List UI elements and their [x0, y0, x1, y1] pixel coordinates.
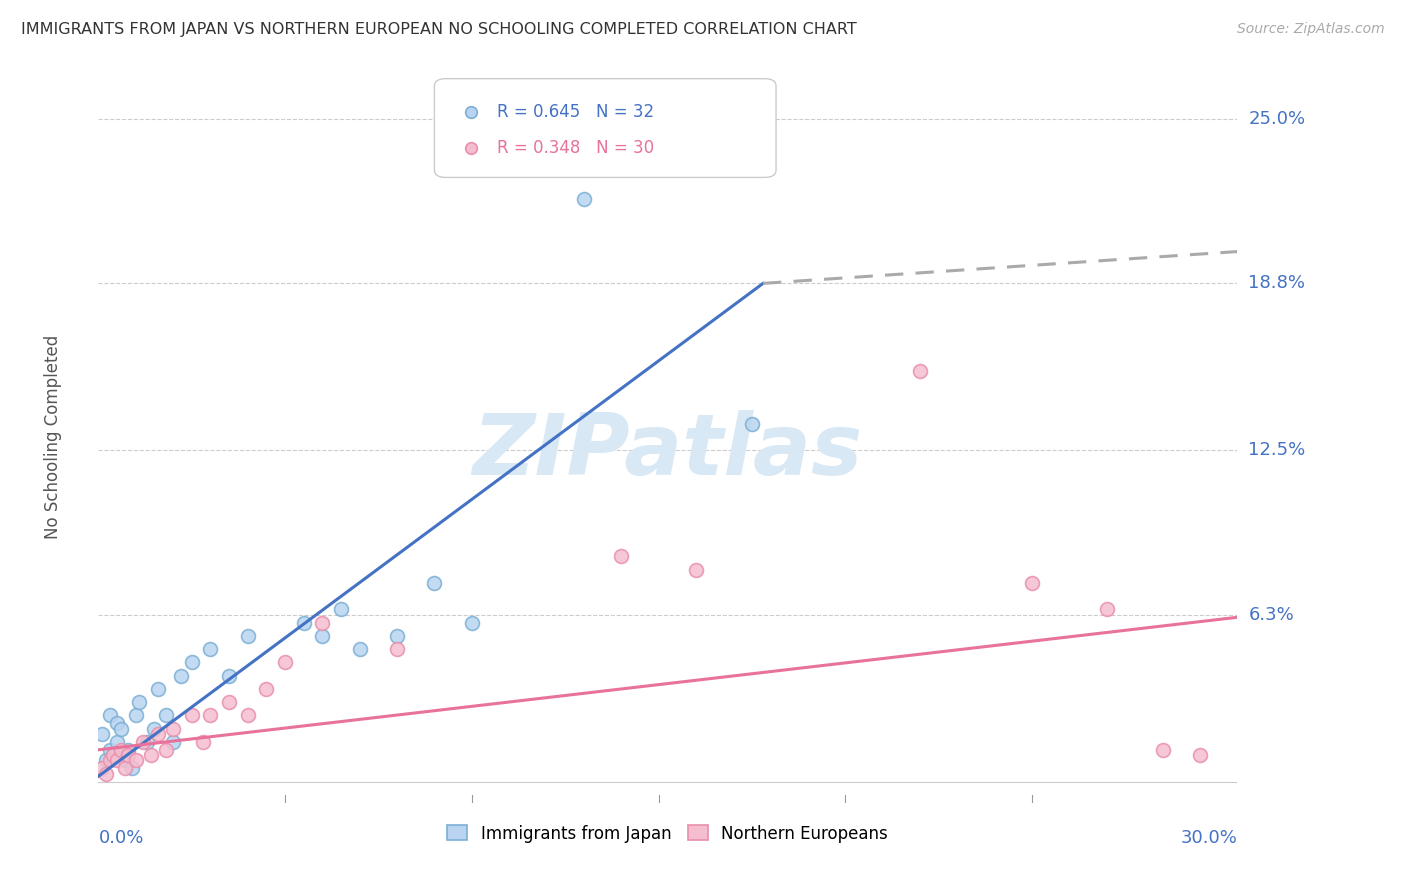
Point [1095, 602, 1118, 616]
Text: 18.8%: 18.8% [1249, 275, 1306, 293]
Point [385, 629, 408, 643]
Point [94, 766, 117, 780]
Point [146, 681, 169, 696]
Point [114, 753, 136, 767]
Point [423, 575, 446, 590]
Point [117, 748, 139, 763]
Point [114, 761, 136, 775]
Text: 12.5%: 12.5% [1249, 442, 1306, 459]
Point [236, 629, 259, 643]
Point [110, 722, 132, 736]
Point [155, 743, 177, 757]
Text: 25.0%: 25.0% [1249, 110, 1306, 128]
Point [218, 668, 240, 682]
Point [105, 716, 128, 731]
Point [103, 748, 125, 763]
Point [139, 748, 162, 763]
Point [349, 642, 371, 657]
Point [98, 753, 121, 767]
Point [180, 708, 202, 723]
Point [311, 629, 333, 643]
Point [110, 743, 132, 757]
Point [200, 708, 222, 723]
Point [256, 681, 278, 696]
Point [169, 668, 191, 682]
FancyBboxPatch shape [434, 78, 776, 178]
Point [236, 708, 259, 723]
Point [572, 192, 595, 206]
Legend: Immigrants from Japan, Northern Europeans: Immigrants from Japan, Northern European… [441, 818, 894, 849]
Point [91, 727, 114, 741]
Point [105, 735, 128, 749]
Point [117, 743, 139, 757]
Point [1021, 575, 1043, 590]
Point [180, 656, 202, 670]
Text: 30.0%: 30.0% [1181, 830, 1237, 847]
Text: 0.0%: 0.0% [98, 830, 143, 847]
Text: R = 0.348   N = 30: R = 0.348 N = 30 [498, 139, 654, 157]
Point [136, 735, 159, 749]
Point [146, 727, 169, 741]
Point [274, 656, 297, 670]
Point [741, 417, 763, 431]
Point [128, 695, 150, 709]
Point [98, 708, 121, 723]
Point [94, 753, 117, 767]
Point [191, 735, 214, 749]
Point [292, 615, 315, 630]
Text: IMMIGRANTS FROM JAPAN VS NORTHERN EUROPEAN NO SCHOOLING COMPLETED CORRELATION CH: IMMIGRANTS FROM JAPAN VS NORTHERN EUROPE… [21, 22, 856, 37]
Text: ZIPatlas: ZIPatlas [472, 410, 863, 493]
Point [162, 722, 184, 736]
Point [218, 695, 240, 709]
Point [385, 642, 408, 657]
Point [162, 735, 184, 749]
Point [105, 753, 128, 767]
Point [98, 743, 121, 757]
Point [311, 615, 333, 630]
Point [125, 753, 148, 767]
Text: Source: ZipAtlas.com: Source: ZipAtlas.com [1237, 22, 1385, 37]
Text: R = 0.645   N = 32: R = 0.645 N = 32 [498, 103, 654, 120]
Point [610, 549, 633, 564]
Point [461, 615, 484, 630]
Point [200, 642, 222, 657]
Point [125, 708, 148, 723]
Point [330, 602, 353, 616]
Text: No Schooling Completed: No Schooling Completed [44, 335, 62, 539]
Point [908, 364, 931, 378]
Point [155, 708, 177, 723]
Text: 6.3%: 6.3% [1249, 606, 1295, 624]
Point [1188, 748, 1211, 763]
Point [121, 761, 143, 775]
Point [685, 563, 707, 577]
Point [132, 735, 155, 749]
Point [91, 761, 114, 775]
Point [143, 722, 166, 736]
Point [103, 748, 125, 763]
Point [1152, 743, 1174, 757]
